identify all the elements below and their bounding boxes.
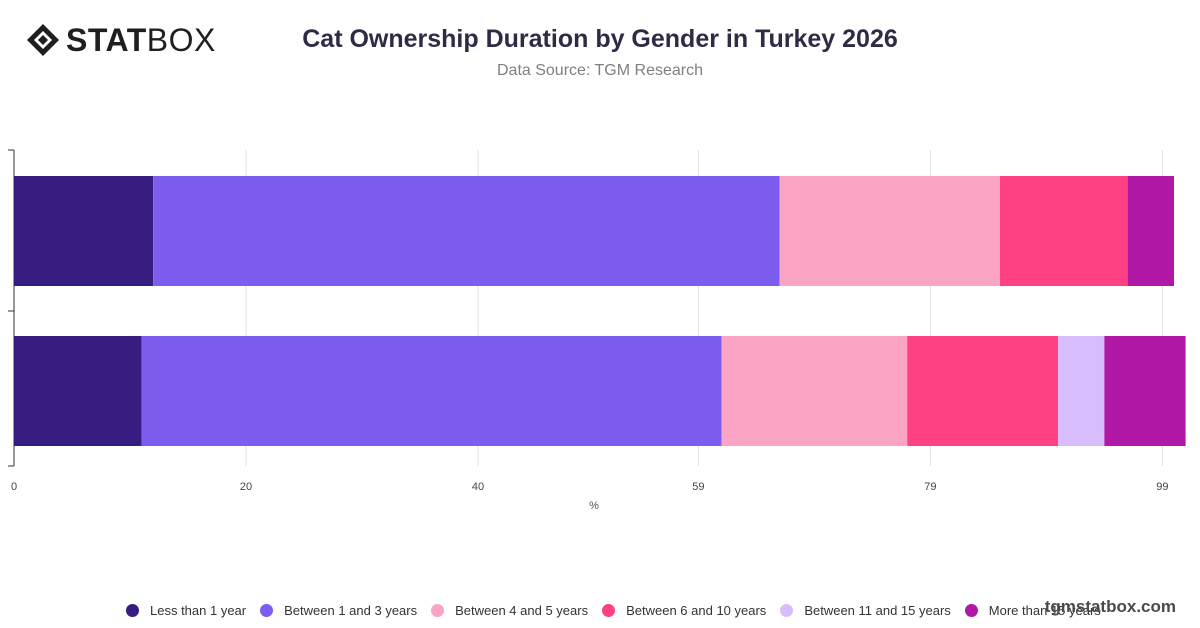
logo-wordmark: STATBOX xyxy=(66,22,216,58)
bar-segment xyxy=(1127,176,1174,286)
watermark: tgmstatbox.com xyxy=(1044,597,1176,616)
logo-wordmark-bold: STAT xyxy=(66,22,147,58)
statbox-logo: STATBOX xyxy=(26,22,216,58)
bar-segment xyxy=(779,176,1000,286)
bar-segment xyxy=(1104,336,1186,446)
legend-swatch xyxy=(602,604,616,617)
legend-item[interactable]: Between 11 and 15 years xyxy=(780,603,951,618)
logo-wordmark-light: BOX xyxy=(146,22,216,58)
chart-title: Cat Ownership Duration by Gender in Turk… xyxy=(302,25,898,53)
bar-segment xyxy=(1000,176,1128,286)
statbox-diamond-icon xyxy=(27,24,59,56)
legend-item[interactable]: Between 4 and 5 years xyxy=(431,603,588,618)
legend-label: Less than 1 year xyxy=(150,603,247,618)
x-tick-label: 59 xyxy=(692,481,704,493)
bar-segment xyxy=(721,336,908,446)
legend-swatch xyxy=(431,604,445,617)
bar-segment xyxy=(14,176,154,286)
bar-segment xyxy=(907,336,1058,446)
legend-swatch xyxy=(780,604,794,617)
legend-label: Between 6 and 10 years xyxy=(626,603,767,618)
legend-swatch xyxy=(964,604,978,617)
x-tick-label: 99 xyxy=(1156,481,1168,493)
legend-item[interactable]: Less than 1 year xyxy=(126,603,246,618)
legend-label: Between 4 and 5 years xyxy=(455,603,589,618)
legend-item[interactable]: More than 15 years xyxy=(964,603,1101,618)
x-axis-label: % xyxy=(589,500,599,512)
bar-segment xyxy=(141,336,722,446)
legend-item[interactable]: Between 6 and 10 years xyxy=(602,603,766,618)
bar-segment xyxy=(14,336,142,446)
x-tick-label: 79 xyxy=(924,481,936,493)
legend-label: More than 15 years xyxy=(988,603,1101,618)
chart-subtitle: Data Source: TGM Research xyxy=(496,62,703,79)
x-tick-label: 40 xyxy=(472,481,484,493)
x-tick-label: 0 xyxy=(11,481,17,493)
legend-label: Between 1 and 3 years xyxy=(284,603,418,618)
legend-swatch xyxy=(260,604,274,617)
legend-label: Between 11 and 15 years xyxy=(804,603,951,618)
chart-legend: Less than 1 year Between 1 and 3 years Bet… xyxy=(126,603,1115,618)
x-tick-label: 20 xyxy=(240,481,252,493)
bar-segment xyxy=(153,176,780,286)
legend-item[interactable]: Between 1 and 3 years xyxy=(260,603,417,618)
bar-segment xyxy=(1058,336,1105,446)
legend-swatch xyxy=(126,604,139,617)
